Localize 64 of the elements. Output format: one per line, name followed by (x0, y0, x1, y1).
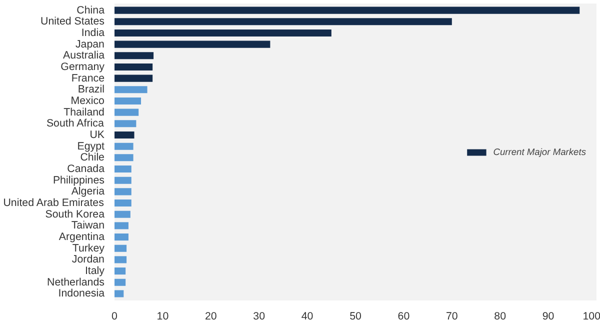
bar (114, 142, 134, 150)
bar (114, 256, 127, 264)
bar (114, 199, 132, 207)
y-tick-label: Thailand (64, 106, 105, 118)
y-tick-label: Japan (75, 38, 105, 50)
bar (114, 108, 139, 116)
x-tick-label: 10 (156, 310, 169, 322)
x-tick-label: 0 (112, 310, 118, 322)
x-tick-label: 50 (350, 310, 362, 322)
y-tick-label: Mexico (70, 94, 105, 107)
x-tick-label: 30 (253, 310, 266, 322)
y-tick-label: South Korea (45, 208, 105, 220)
y-tick-label: Algeria (71, 186, 105, 198)
bar (114, 120, 136, 128)
y-tick-label: Taiwan (71, 220, 105, 232)
bar (114, 278, 126, 286)
x-tick-label: 100 (582, 310, 600, 322)
bar (114, 74, 153, 82)
bar (114, 52, 154, 60)
y-tick-label: Egypt (77, 140, 105, 152)
y-tick-label: Argentina (58, 231, 105, 244)
y-tick-label: United Arab Emirates (3, 197, 104, 210)
bar (114, 97, 142, 105)
y-tick-label: France (71, 72, 105, 84)
bar (114, 18, 452, 26)
y-tick-label: Australia (63, 50, 105, 62)
y-tick-label: Philippines (52, 174, 105, 186)
y-tick-label: Brazil (78, 84, 105, 96)
y-tick-label: Canada (67, 163, 105, 176)
bar (114, 188, 132, 196)
bar (114, 40, 270, 48)
x-tick-label: 90 (542, 310, 554, 322)
x-tick-label: 70 (446, 310, 458, 322)
bar (114, 290, 124, 298)
y-tick-label: Germany (60, 60, 106, 73)
y-tick-label: South Africa (46, 118, 104, 130)
bar (114, 165, 132, 173)
y-tick-label: United States (40, 16, 105, 28)
y-tick-label: Chile (80, 152, 105, 164)
y-tick-label: Jordan (72, 254, 105, 266)
x-tick-label: 20 (204, 310, 217, 322)
bar (114, 222, 128, 230)
y-tick-label: Turkey (72, 242, 106, 254)
bar (114, 6, 580, 14)
y-tick-label: Italy (84, 265, 106, 278)
bar (114, 86, 148, 94)
y-tick-label: UK (90, 128, 105, 141)
bar (114, 131, 134, 139)
bar (114, 244, 127, 252)
bar (114, 29, 332, 36)
y-tick-label: Netherlands (47, 276, 105, 288)
x-tick-label: 40 (301, 310, 314, 322)
x-tick-label: 60 (398, 310, 410, 322)
bar (114, 234, 128, 241)
bar (114, 268, 126, 275)
y-tick-label: Indonesia (58, 288, 105, 300)
bar (114, 210, 130, 218)
x-tick-label: 80 (494, 310, 506, 322)
y-tick-label: China (76, 4, 105, 16)
legend-label: Current Major Markets (493, 146, 586, 156)
bar (114, 154, 134, 162)
bar (114, 176, 132, 184)
y-tick-label: India (81, 26, 105, 39)
bar (114, 63, 153, 70)
